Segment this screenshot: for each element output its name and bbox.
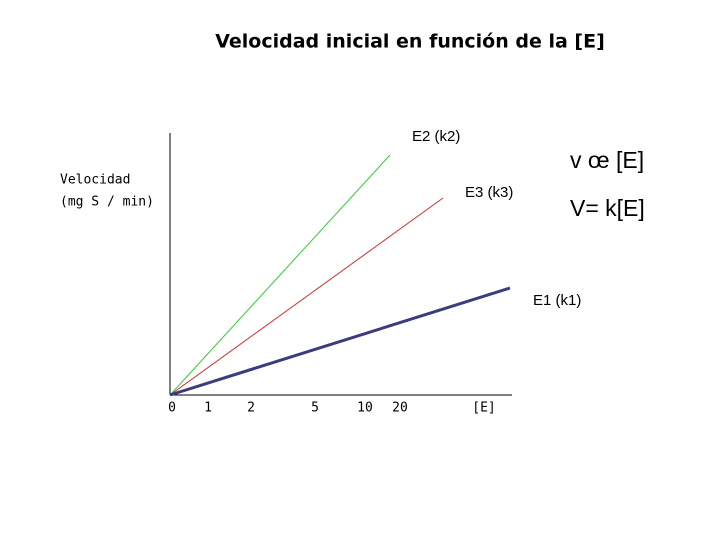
x-tick-label: 20 <box>392 401 408 416</box>
x-tick-label: 2 <box>247 401 255 416</box>
equation: V= k[E] <box>570 195 645 221</box>
x-tick-label: 0 <box>168 401 176 416</box>
equation: v œ [E] <box>570 147 644 173</box>
line-label: E3 (k3) <box>465 184 513 201</box>
line-label: E1 (k1) <box>533 292 581 309</box>
x-axis-label: [E] <box>472 401 495 416</box>
x-tick-label: 10 <box>357 401 373 416</box>
line-e1 <box>169 286 511 397</box>
y-axis-label: Velocidad <box>60 173 130 188</box>
line-e3 <box>169 197 444 396</box>
line-label: E2 (k2) <box>412 128 460 145</box>
line-e2 <box>169 154 391 396</box>
x-tick-label: 5 <box>311 401 319 416</box>
y-axis-unit: (mg S / min) <box>60 195 154 210</box>
slide-title: Velocidad inicial en función de la [E] <box>215 31 605 53</box>
x-tick-label: 1 <box>204 401 212 416</box>
